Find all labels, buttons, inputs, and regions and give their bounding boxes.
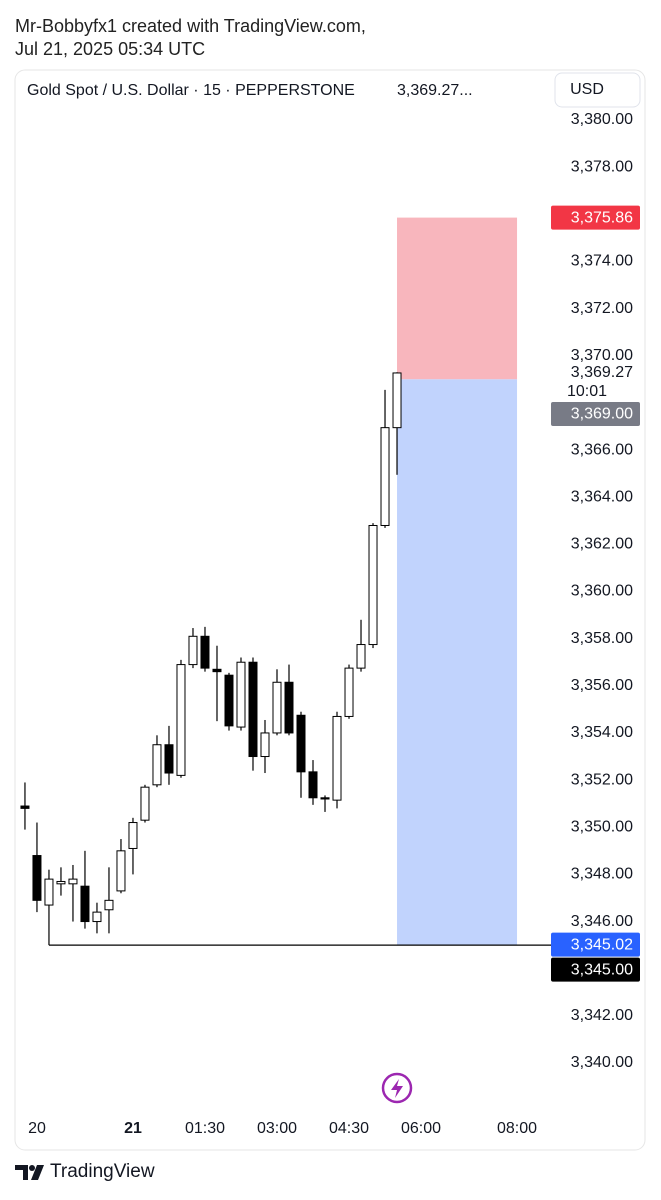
candle-body: [32, 855, 42, 901]
candle-body: [368, 524, 378, 646]
candle-body: [308, 771, 318, 799]
chart-title: Gold Spot / U.S. Dollar · 15 · PEPPERSTO…: [27, 82, 355, 99]
y-tick-label: 3,352.00: [571, 771, 633, 788]
candle-body: [320, 797, 330, 800]
price-label: 3,369.00: [571, 406, 633, 423]
footer-brand: TradingView: [50, 1161, 155, 1182]
candle-body: [44, 878, 54, 906]
plot: 3,380.00 3,378.00 3,374.00 3,372.00 3,370.00…: [20, 111, 633, 1137]
candle-body: [68, 878, 78, 885]
candle-body: [224, 674, 234, 727]
header-line: Mr-Bobbyfx1 created with TradingView.com…: [15, 16, 366, 36]
candle-body: [116, 850, 126, 892]
currency-button[interactable]: [554, 72, 641, 108]
header-line: Jul 21, 2025 05:34 UTC: [15, 39, 205, 59]
candle-body: [128, 822, 138, 849]
candle-body: [212, 668, 222, 673]
y-tick-label: 3,340.00: [571, 1054, 633, 1071]
y-tick-label: 3,360.00: [571, 583, 633, 600]
candle-body: [344, 667, 354, 717]
x-tick-label: 08:00: [497, 1120, 537, 1137]
logo-mark: [15, 1165, 28, 1180]
candle-body: [296, 714, 306, 773]
footer-logo: TradingView: [15, 1161, 155, 1182]
y-tick-label: 3,358.00: [571, 630, 633, 647]
price-label-box: [551, 401, 640, 426]
price-label-box: [551, 205, 640, 230]
chart-frame: [14, 69, 646, 1151]
target-zone: [397, 379, 518, 945]
candle-body: [332, 715, 342, 801]
candle-body: [392, 372, 402, 429]
y-tick-label: 3,346.00: [571, 913, 633, 930]
candle-body: [176, 664, 186, 776]
candle-body: [164, 744, 174, 774]
price-label: 3,345.00: [571, 961, 633, 978]
y-tick-label: 3,356.00: [571, 677, 633, 694]
candle-body: [92, 911, 102, 923]
price-label-box: [551, 957, 640, 982]
candle-body: [140, 786, 150, 821]
y-tick-label: 3,348.00: [571, 866, 633, 883]
price-label: 3,345.02: [571, 936, 633, 953]
y-tick-label: 3,374.00: [571, 253, 633, 270]
y-tick-label: 3,378.00: [571, 158, 633, 175]
candle-body: [20, 805, 30, 809]
currency[interactable]: USD: [570, 81, 604, 98]
y-tick-label: 3,380.00: [571, 111, 633, 128]
x-tick-label: 06:00: [401, 1120, 441, 1137]
price-label-box: [551, 932, 640, 957]
logo-mark: [29, 1165, 35, 1171]
candle-body: [236, 661, 246, 728]
y-tick-label: 3,342.00: [571, 1007, 633, 1024]
countdown: 10:01: [567, 383, 607, 400]
candle-body: [104, 899, 114, 911]
y-tick-label: 3,364.00: [571, 488, 633, 505]
candle-body: [56, 880, 66, 885]
candle-body: [272, 681, 282, 734]
candle-body: [248, 661, 258, 758]
stop-zone: [397, 217, 518, 380]
candle-body: [260, 732, 270, 758]
y-tick-label: 3,354.00: [571, 724, 633, 741]
candle-body: [80, 885, 90, 923]
x-tick-label: 21: [124, 1120, 142, 1137]
candle-body: [356, 644, 366, 669]
y-tick-label: 3,350.00: [571, 818, 633, 835]
x-tick-label: 03:00: [257, 1120, 297, 1137]
y-tick-label: 3,370.00: [571, 347, 633, 364]
logo-mark: [31, 1165, 44, 1180]
candle-body: [284, 681, 294, 734]
lightning-icon[interactable]: [381, 1072, 413, 1104]
candle-body: [380, 427, 390, 526]
y-tick-label: 3,372.00: [571, 300, 633, 317]
x-tick-label: 04:30: [329, 1120, 369, 1137]
y-tick-label: 3,362.00: [571, 536, 633, 553]
x-tick-label: 20: [28, 1120, 46, 1137]
price-label: 3,375.86: [571, 209, 633, 226]
candle-body: [200, 635, 210, 669]
x-tick-label: 01:30: [185, 1120, 225, 1137]
y-tick-label: 3,366.00: [571, 441, 633, 458]
candle-body: [152, 744, 162, 786]
candle-body: [188, 635, 198, 666]
icon-bolt[interactable]: [391, 1079, 403, 1098]
title-price: 3,369.27...: [397, 82, 473, 99]
current-price: 3,369.27: [571, 364, 633, 381]
